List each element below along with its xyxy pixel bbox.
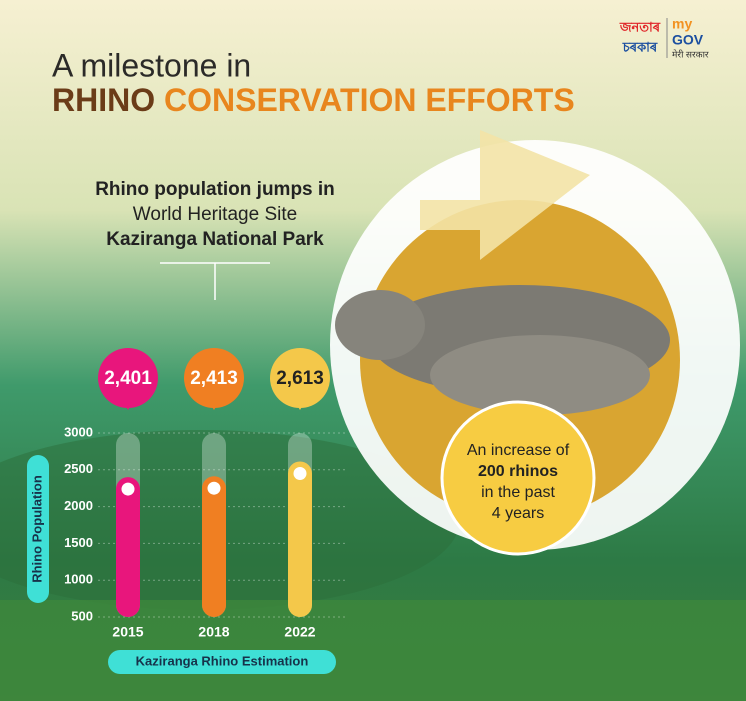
value-label: 2,413: [190, 368, 238, 389]
y-label-pill: [27, 455, 49, 603]
subtitle: Kaziranga National Park: [106, 229, 324, 250]
logo-text: জনতাৰ: [619, 19, 661, 34]
value-label: 2,401: [104, 368, 152, 389]
title: A milestone in: [52, 47, 251, 83]
subtitle: Rhino population jumps in: [95, 179, 335, 200]
value-bubble: [184, 348, 244, 408]
annotation: An increase of: [467, 442, 570, 459]
y-tick-label: 2500: [64, 461, 93, 476]
x-tick-label: 2022: [284, 624, 315, 640]
x-axis-label: Kaziranga Rhino Estimation: [136, 653, 309, 668]
bar-top-dot: [204, 478, 224, 498]
y-tick-label: 500: [71, 608, 93, 623]
logo-text: मेरी सरकार: [672, 48, 709, 59]
value-bubble: [98, 348, 158, 408]
rhino-head: [335, 290, 425, 360]
y-tick-label: 1000: [64, 572, 93, 587]
y-tick-label: 3000: [64, 424, 93, 439]
title-emphasis: RHINO CONSERVATION EFFORTS: [52, 82, 575, 118]
value-bubble: [270, 348, 330, 408]
annotation: in the past: [481, 484, 555, 501]
bar: [202, 476, 226, 617]
x-tick-label: 2018: [198, 624, 229, 640]
logo-text: চৰকাৰ: [622, 39, 658, 54]
annotation: 4 years: [492, 505, 544, 522]
bar: [288, 461, 312, 617]
bar-top-dot: [290, 463, 310, 483]
y-tick-label: 2000: [64, 498, 93, 513]
text-layer: A milestone in RHINO CONSERVATION EFFORT…: [27, 16, 709, 674]
annotation-circle: [440, 400, 596, 556]
x-label-pill: [108, 650, 336, 674]
annotation: 200 rhinos: [478, 463, 558, 480]
grass: [0, 600, 746, 701]
bar: [116, 477, 140, 617]
forest: [0, 430, 460, 610]
x-tick-label: 2015: [112, 624, 143, 640]
logo-text: my: [672, 16, 692, 32]
arrow: [420, 130, 590, 260]
y-tick-label: 1500: [64, 535, 93, 550]
bar-top-dot: [118, 479, 138, 499]
rhino-calf: [430, 335, 650, 415]
logo-text: GOV: [672, 32, 704, 48]
y-axis-label: Rhino Population: [29, 475, 44, 583]
value-label: 2,613: [276, 368, 324, 389]
subtitle: World Heritage Site: [133, 204, 297, 225]
